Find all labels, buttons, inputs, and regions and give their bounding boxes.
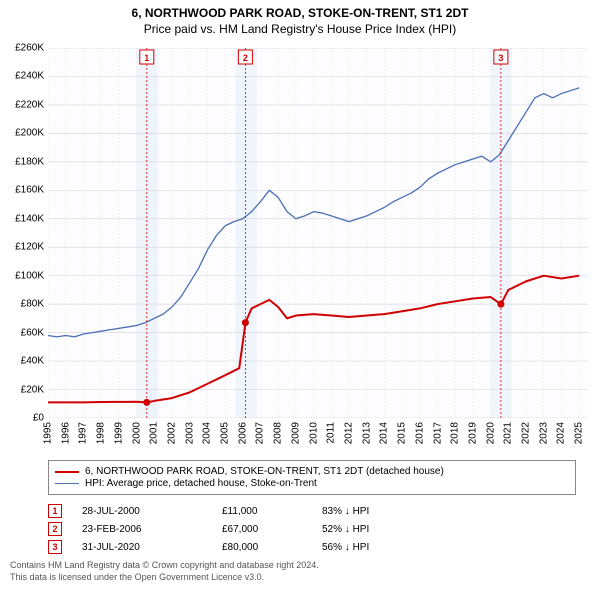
x-tick-label: 2024 <box>556 422 567 444</box>
sale-date: 23-FEB-2006 <box>82 524 202 535</box>
title-address: 6, NORTHWOOD PARK ROAD, STOKE-ON-TRENT, … <box>8 6 592 20</box>
sales-row: 3 31-JUL-2020 £80,000 56% ↓ HPI <box>48 540 576 554</box>
y-tick-label: £80K <box>21 299 44 310</box>
title-block: 6, NORTHWOOD PARK ROAD, STOKE-ON-TRENT, … <box>0 0 600 36</box>
sale-index-badge: 1 <box>48 504 62 518</box>
legend-label-property: 6, NORTHWOOD PARK ROAD, STOKE-ON-TRENT, … <box>85 466 444 477</box>
svg-text:1: 1 <box>144 53 149 63</box>
sale-hpi-delta: 83% ↓ HPI <box>322 506 442 517</box>
y-tick-label: £140K <box>15 213 44 224</box>
plot-area: 1 2 3 <box>48 48 588 418</box>
sale-hpi-delta: 52% ↓ HPI <box>322 524 442 535</box>
y-axis-labels: £0£20K£40K£60K£80K£100K£120K£140K£160K£1… <box>0 48 48 418</box>
legend-row-property: 6, NORTHWOOD PARK ROAD, STOKE-ON-TRENT, … <box>55 466 569 477</box>
chart-container: 6, NORTHWOOD PARK ROAD, STOKE-ON-TRENT, … <box>0 0 600 590</box>
x-tick-label: 2014 <box>379 422 390 444</box>
x-tick-label: 2021 <box>503 422 514 444</box>
x-tick-label: 2013 <box>361 422 372 444</box>
legend-label-hpi: HPI: Average price, detached house, Stok… <box>85 478 317 489</box>
x-tick-label: 2009 <box>290 422 301 444</box>
sale-date: 28-JUL-2000 <box>82 506 202 517</box>
x-tick-label: 1995 <box>43 422 54 444</box>
y-tick-label: £240K <box>15 71 44 82</box>
x-tick-label: 1997 <box>78 422 89 444</box>
y-tick-label: £40K <box>21 356 44 367</box>
y-tick-label: £120K <box>15 242 44 253</box>
x-tick-label: 2004 <box>202 422 213 444</box>
footer-line1: Contains HM Land Registry data © Crown c… <box>10 560 590 572</box>
legend-row-hpi: HPI: Average price, detached house, Stok… <box>55 478 569 489</box>
x-tick-label: 2017 <box>432 422 443 444</box>
sale-index-badge: 3 <box>48 540 62 554</box>
x-tick-label: 2008 <box>273 422 284 444</box>
x-tick-label: 1998 <box>96 422 107 444</box>
y-tick-label: £60K <box>21 327 44 338</box>
x-tick-label: 2018 <box>450 422 461 444</box>
title-subtitle: Price paid vs. HM Land Registry's House … <box>8 22 592 36</box>
y-tick-label: £200K <box>15 128 44 139</box>
sales-table: 1 28-JUL-2000 £11,000 83% ↓ HPI 2 23-FEB-2006… <box>48 500 576 558</box>
x-tick-label: 2019 <box>467 422 478 444</box>
x-tick-label: 2003 <box>184 422 195 444</box>
legend: 6, NORTHWOOD PARK ROAD, STOKE-ON-TRENT, … <box>48 460 576 495</box>
sales-row: 1 28-JUL-2000 £11,000 83% ↓ HPI <box>48 504 576 518</box>
y-tick-label: £180K <box>15 156 44 167</box>
x-tick-label: 2015 <box>397 422 408 444</box>
x-tick-label: 2010 <box>308 422 319 444</box>
svg-text:2: 2 <box>243 53 248 63</box>
sale-price: £67,000 <box>222 524 302 535</box>
sale-hpi-delta: 56% ↓ HPI <box>322 542 442 553</box>
x-tick-label: 2011 <box>326 422 337 444</box>
legend-swatch-hpi <box>55 483 79 484</box>
x-tick-label: 2012 <box>343 422 354 444</box>
x-tick-label: 1999 <box>113 422 124 444</box>
sale-index-badge: 2 <box>48 522 62 536</box>
y-tick-label: £220K <box>15 99 44 110</box>
x-tick-label: 2007 <box>255 422 266 444</box>
sale-date: 31-JUL-2020 <box>82 542 202 553</box>
x-axis-labels: 1995199619971998199920002001200220032004… <box>48 418 588 458</box>
footer-line2: This data is licensed under the Open Gov… <box>10 572 590 584</box>
y-tick-label: £160K <box>15 185 44 196</box>
x-tick-label: 2016 <box>414 422 425 444</box>
footer-note: Contains HM Land Registry data © Crown c… <box>10 560 590 583</box>
y-tick-label: £100K <box>15 270 44 281</box>
sale-price: £11,000 <box>222 506 302 517</box>
x-tick-label: 2001 <box>149 422 160 444</box>
x-tick-label: 2002 <box>166 422 177 444</box>
sale-price: £80,000 <box>222 542 302 553</box>
x-tick-label: 2000 <box>131 422 142 444</box>
y-tick-label: £20K <box>21 384 44 395</box>
x-tick-label: 2020 <box>485 422 496 444</box>
x-tick-label: 2005 <box>220 422 231 444</box>
svg-text:3: 3 <box>498 53 503 63</box>
y-tick-label: £260K <box>15 43 44 54</box>
x-tick-label: 2006 <box>237 422 248 444</box>
sales-row: 2 23-FEB-2006 £67,000 52% ↓ HPI <box>48 522 576 536</box>
legend-swatch-property <box>55 471 79 473</box>
x-tick-label: 2025 <box>574 422 585 444</box>
x-tick-label: 2022 <box>521 422 532 444</box>
x-tick-label: 2023 <box>538 422 549 444</box>
x-tick-label: 1996 <box>60 422 71 444</box>
plot-svg: 1 2 3 <box>48 48 588 418</box>
